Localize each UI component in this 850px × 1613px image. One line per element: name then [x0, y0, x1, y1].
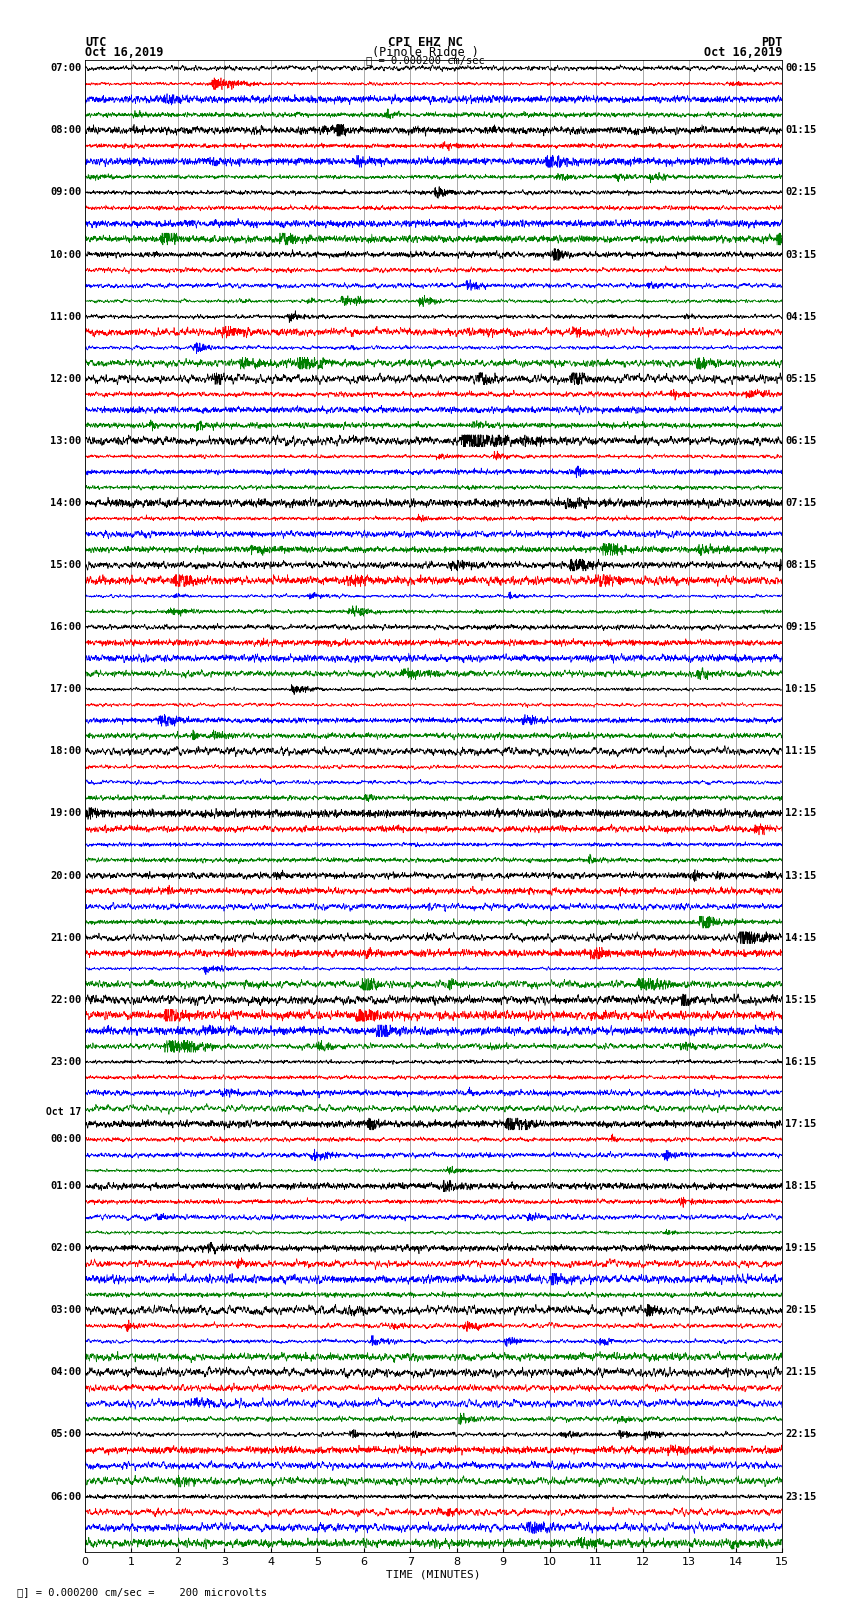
Text: 09:15: 09:15 [785, 623, 817, 632]
Text: 10:00: 10:00 [50, 250, 82, 260]
Text: 02:15: 02:15 [785, 187, 817, 197]
Text: 06:00: 06:00 [50, 1492, 82, 1502]
Text: 05:00: 05:00 [50, 1429, 82, 1439]
Text: 12:15: 12:15 [785, 808, 817, 818]
Text: 20:00: 20:00 [50, 871, 82, 881]
Text: 10:15: 10:15 [785, 684, 817, 694]
Text: UTC: UTC [85, 37, 106, 50]
Text: 08:15: 08:15 [785, 560, 817, 569]
Text: 03:00: 03:00 [50, 1305, 82, 1315]
Text: 15:00: 15:00 [50, 560, 82, 569]
Text: 12:00: 12:00 [50, 374, 82, 384]
Text: CPI EHZ NC: CPI EHZ NC [388, 37, 462, 50]
Text: PDT: PDT [761, 37, 782, 50]
Text: 09:00: 09:00 [50, 187, 82, 197]
Text: 06:15: 06:15 [785, 436, 817, 445]
Text: Oct 16,2019: Oct 16,2019 [704, 45, 782, 60]
Text: 23:15: 23:15 [785, 1492, 817, 1502]
Text: 13:00: 13:00 [50, 436, 82, 445]
Text: 00:15: 00:15 [785, 63, 817, 73]
Text: 13:15: 13:15 [785, 871, 817, 881]
Text: 02:00: 02:00 [50, 1244, 82, 1253]
Text: 07:15: 07:15 [785, 498, 817, 508]
Text: Oct 17: Oct 17 [46, 1107, 82, 1116]
Text: 04:15: 04:15 [785, 311, 817, 321]
Text: 22:15: 22:15 [785, 1429, 817, 1439]
Text: 18:00: 18:00 [50, 747, 82, 756]
Text: 21:15: 21:15 [785, 1368, 817, 1378]
Text: 00:00: 00:00 [50, 1134, 82, 1145]
Text: 19:15: 19:15 [785, 1244, 817, 1253]
Text: ⎹] = 0.000200 cm/sec =    200 microvolts: ⎹] = 0.000200 cm/sec = 200 microvolts [17, 1587, 267, 1597]
Text: 16:00: 16:00 [50, 623, 82, 632]
Text: 16:15: 16:15 [785, 1057, 817, 1066]
Text: 17:15: 17:15 [785, 1119, 817, 1129]
Text: Oct 16,2019: Oct 16,2019 [85, 45, 163, 60]
Text: 18:15: 18:15 [785, 1181, 817, 1190]
Text: 01:15: 01:15 [785, 126, 817, 135]
Text: 23:00: 23:00 [50, 1057, 82, 1066]
X-axis label: TIME (MINUTES): TIME (MINUTES) [386, 1569, 481, 1579]
Text: 05:15: 05:15 [785, 374, 817, 384]
Text: 01:00: 01:00 [50, 1181, 82, 1190]
Text: 14:15: 14:15 [785, 932, 817, 942]
Text: 14:00: 14:00 [50, 498, 82, 508]
Text: 21:00: 21:00 [50, 932, 82, 942]
Text: 08:00: 08:00 [50, 126, 82, 135]
Text: 22:00: 22:00 [50, 995, 82, 1005]
Text: 20:15: 20:15 [785, 1305, 817, 1315]
Text: ⎹ = 0.000200 cm/sec: ⎹ = 0.000200 cm/sec [366, 56, 484, 66]
Text: 11:00: 11:00 [50, 311, 82, 321]
Text: 17:00: 17:00 [50, 684, 82, 694]
Text: 11:15: 11:15 [785, 747, 817, 756]
Text: 15:15: 15:15 [785, 995, 817, 1005]
Text: 04:00: 04:00 [50, 1368, 82, 1378]
Text: 03:15: 03:15 [785, 250, 817, 260]
Text: 07:00: 07:00 [50, 63, 82, 73]
Text: 19:00: 19:00 [50, 808, 82, 818]
Text: (Pinole Ridge ): (Pinole Ridge ) [371, 45, 479, 60]
